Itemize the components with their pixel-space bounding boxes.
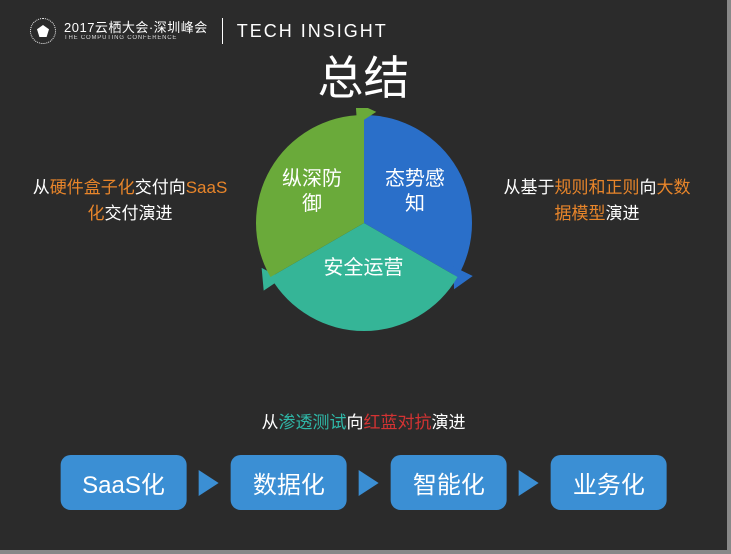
annotation-left: 从硬件盒子化交付向SaaS化交付演进 — [30, 175, 230, 226]
conference-logo-icon — [30, 18, 56, 44]
flow-box-2: 智能化 — [391, 455, 507, 510]
logo-text: 2017云栖大会·深圳峰会 — [64, 21, 208, 35]
cycle-diagram: 态势感知安全运营 纵深防御 — [249, 108, 479, 338]
cycle-svg — [249, 108, 479, 338]
flow-arrow-2 — [519, 470, 539, 496]
logo-subtext: THE COMPUTING CONFERENCE — [64, 35, 208, 42]
tech-bold: TECH — [237, 21, 294, 41]
flow-row: SaaS化数据化智能化业务化 — [60, 455, 667, 510]
flow-arrow-1 — [359, 470, 379, 496]
tech-thin: INSIGHT — [301, 21, 388, 41]
annotation-right: 从基于规则和正则向大数据模型演进 — [497, 175, 697, 226]
flow-box-1: 数据化 — [231, 455, 347, 510]
header-divider — [222, 18, 223, 44]
cycle-label-2: 纵深防御 — [267, 167, 357, 217]
page-title: 总结 — [318, 42, 410, 108]
flow-box-3: 业务化 — [551, 455, 667, 510]
cycle-label-0: 态势感知 — [370, 167, 460, 217]
flow-box-0: SaaS化 — [60, 455, 187, 510]
header: 2017云栖大会·深圳峰会 THE COMPUTING CONFERENCE T… — [30, 18, 388, 44]
logo-text-block: 2017云栖大会·深圳峰会 THE COMPUTING CONFERENCE — [64, 21, 208, 42]
cycle-label-1: 安全运营 — [319, 256, 409, 281]
flow-arrow-0 — [199, 470, 219, 496]
annotation-bottom: 从渗透测试向红蓝对抗演进 — [262, 408, 466, 433]
tech-insight-text: TECH INSIGHT — [237, 21, 388, 42]
